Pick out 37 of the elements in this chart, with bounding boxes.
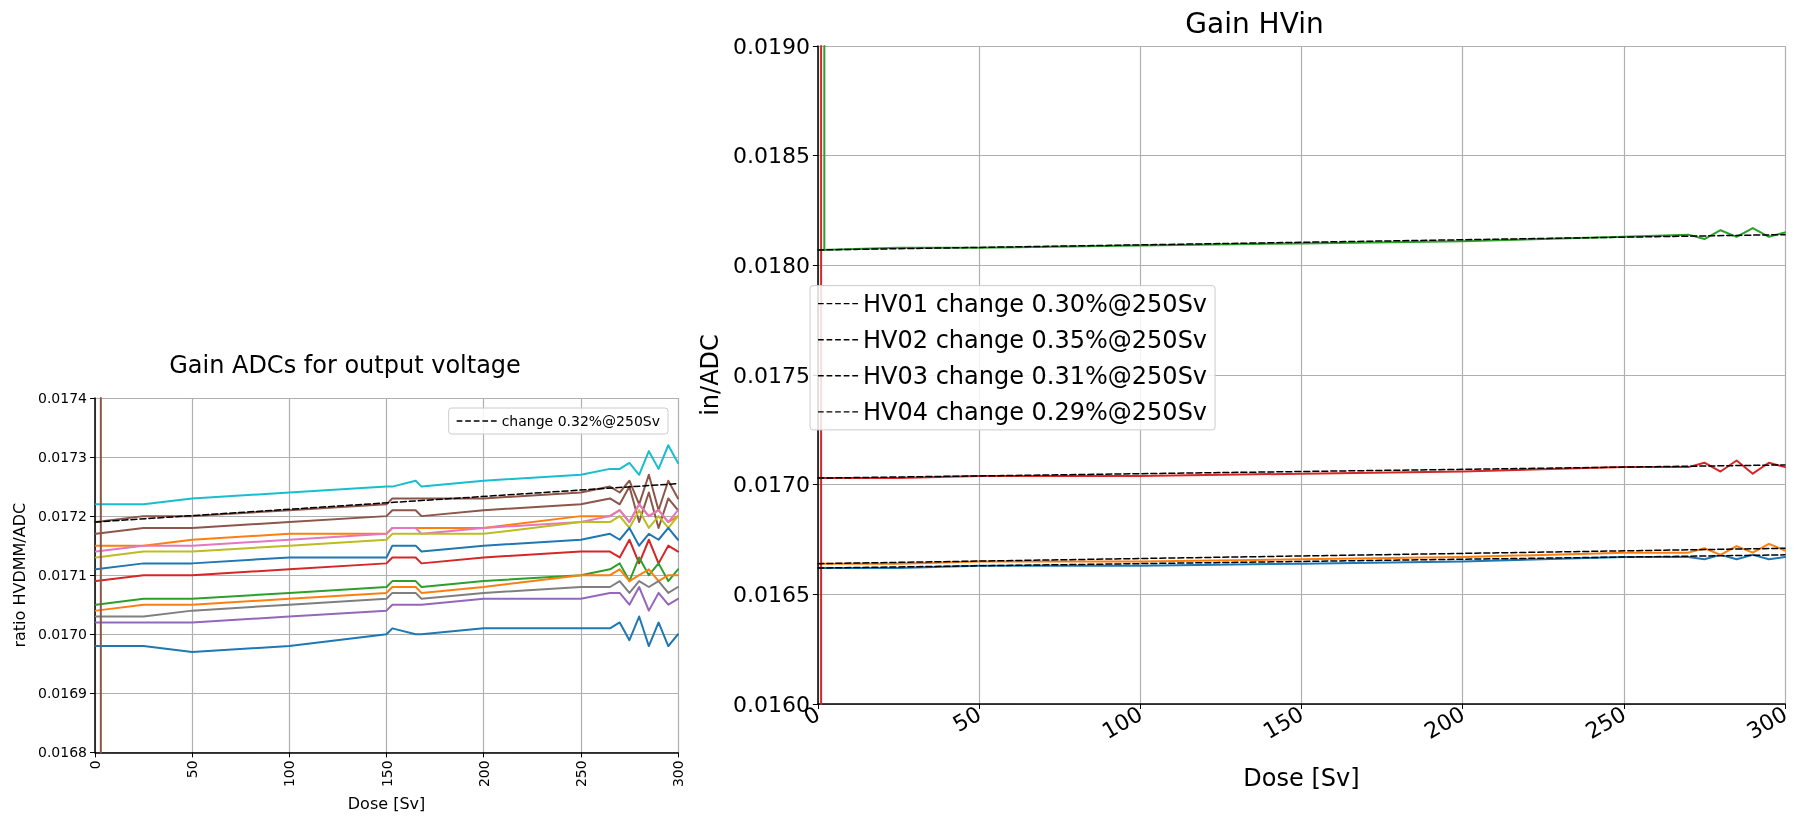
legend-label: HV04 change 0.29%@250Sv [863, 397, 1208, 426]
x-tick-label: 150 [378, 760, 395, 788]
y-axis-title: ratio HVDMM/ADC [9, 502, 29, 648]
x-tick-label: 50 [948, 701, 986, 737]
y-tick-label: 0.0190 [732, 33, 810, 59]
y-tick-label: 0.0171 [38, 567, 87, 584]
x-tick-label: 300 [1742, 701, 1792, 744]
x-tick-label: 0 [87, 760, 103, 770]
y-tick-label: 0.0169 [38, 685, 87, 702]
x-tick-label: 100 [281, 760, 298, 788]
y-tick-label: 0.0168 [38, 744, 87, 761]
y-tick-label: 0.0172 [38, 508, 87, 525]
x-tick-label: 100 [1097, 701, 1147, 744]
x-tick-label: 250 [1581, 701, 1631, 744]
y-axis-title: in/ADC [696, 334, 724, 416]
x-tick-label: 200 [1420, 701, 1469, 744]
x-tick-label: 250 [572, 760, 589, 788]
x-tick-label: 50 [184, 760, 201, 779]
x-axis-title: Dose [Sv] [347, 793, 426, 813]
y-tick-label: 0.0170 [38, 626, 87, 643]
legend-label: HV03 change 0.31%@250Sv [863, 361, 1208, 390]
y-tick-label: 0.0173 [38, 449, 87, 466]
x-axis-title: Dose [Sv] [1243, 764, 1360, 792]
y-tick-label: 0.0174 [38, 390, 88, 406]
x-tick-label: 300 [670, 760, 686, 788]
legend-label: HV02 change 0.35%@250Sv [863, 325, 1208, 354]
y-tick-label: 0.0175 [732, 362, 810, 388]
x-tick-label: 200 [475, 760, 492, 788]
y-tick-label: 0.0185 [732, 143, 810, 169]
x-tick-label: 150 [1258, 701, 1308, 744]
y-tick-label: 0.0180 [732, 252, 810, 278]
y-tick-label: 0.0165 [732, 581, 810, 607]
legend-label: HV01 change 0.30%@250Sv [863, 289, 1208, 318]
y-tick-label: 0.0170 [732, 472, 810, 498]
legend-label: change 0.32%@250Sv [501, 413, 660, 429]
chart-title: Gain HVin [1185, 6, 1324, 40]
chart-title: Gain ADCs for output voltage [169, 351, 521, 379]
